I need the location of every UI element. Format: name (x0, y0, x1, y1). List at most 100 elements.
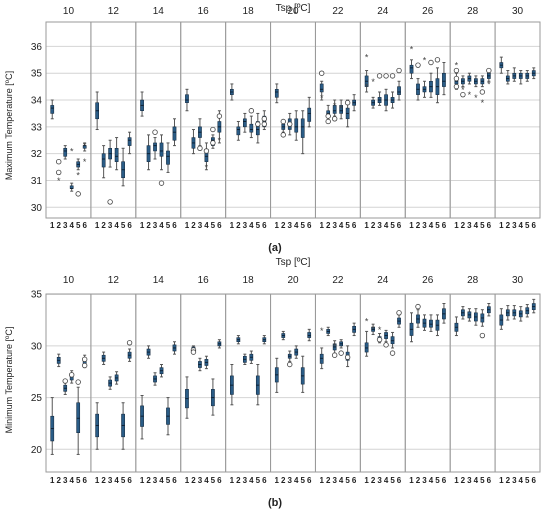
x-tick-label: 2 (57, 476, 62, 485)
box-4 (204, 355, 209, 370)
x-tick-label: 1 (185, 476, 190, 485)
facet-header: 28 (467, 275, 479, 286)
panel-b-min-temperature: Tsp [ºC]Minimum Temperature [ºC]20253035… (4, 257, 541, 485)
outlier-circle (396, 310, 402, 316)
x-tick-label: 5 (390, 476, 395, 485)
box-body (390, 336, 395, 345)
box-3 (512, 305, 517, 320)
box-2 (461, 306, 465, 320)
x-tick-label: 6 (307, 476, 312, 485)
box-2 (416, 309, 420, 328)
box-4 (249, 115, 254, 139)
x-tick-label: 5 (435, 476, 440, 485)
facet-12: 121 2 3 4 5 6 (90, 6, 137, 230)
x-tick-label: 2 (57, 221, 62, 230)
x-tick-label: 6 (262, 476, 267, 485)
panel-a-max-temperature: Tsp [ºC]Maximum Temperature [ºC]30313233… (4, 3, 541, 230)
x-tick-label: 1 (140, 221, 145, 230)
box-1 (185, 376, 189, 419)
box-2 (236, 335, 241, 345)
x-tick-label: 6 (127, 476, 132, 485)
box-6 (172, 118, 177, 147)
box-body (274, 89, 279, 98)
box-2 (146, 345, 151, 359)
box-body (319, 83, 324, 93)
facet-10: 10 1 2 3 4 5 6 (45, 275, 92, 485)
facet-header: 22 (332, 275, 344, 286)
box-5 (121, 402, 125, 450)
x-tick-label: 1 (499, 476, 504, 485)
box-6 (217, 339, 222, 349)
x-tick-label: 4 (249, 221, 254, 230)
outlier-extreme-star: * (378, 325, 382, 335)
box-5 (435, 67, 440, 104)
box-5 (76, 158, 81, 171)
facet-16: 16 1 2 3 4 5 6 (180, 275, 227, 485)
outlier-extreme-star: * (371, 77, 375, 87)
x-tick-label: 5 (76, 476, 81, 485)
x-tick-label: 4 (159, 476, 164, 485)
outlier-circle (389, 73, 396, 79)
y-tick-label: 33 (31, 122, 43, 133)
outlier-circle (75, 379, 81, 385)
outlier-extreme-star: * (474, 93, 478, 103)
facet-frame (45, 21, 92, 219)
facet-frame (135, 293, 182, 473)
box-3 (198, 118, 202, 147)
x-tick-label: 1 (499, 221, 504, 230)
outlier-extreme-star: * (410, 45, 414, 55)
x-tick-label: 2 (416, 476, 421, 485)
x-tick-label: 3 (288, 221, 293, 230)
x-tick-label: 6 (532, 221, 537, 230)
box-5 (390, 331, 395, 349)
box-4 (339, 339, 344, 349)
x-tick-label: 5 (480, 221, 485, 230)
box-1 (319, 80, 324, 101)
box-5 (76, 386, 81, 455)
outlier-extreme-star: * (468, 90, 472, 100)
outlier-circle (216, 113, 223, 119)
facet-header: 12 (108, 6, 120, 17)
outlier-circle (415, 62, 421, 68)
x-tick-label: 4 (384, 221, 389, 230)
box-5 (480, 75, 485, 88)
facet-header: 30 (512, 6, 524, 17)
box-4 (294, 345, 299, 359)
x-tick-label: 6 (487, 221, 492, 230)
x-tick-label: 2 (326, 476, 331, 485)
box-4 (474, 308, 478, 326)
x-tick-label: 4 (249, 476, 254, 485)
tsp-title: Tsp [ºC] (276, 3, 311, 14)
facet-header: 22 (332, 6, 344, 17)
outlier-extreme-star: * (57, 176, 61, 186)
outlier-circle (152, 129, 158, 135)
outlier-circle (453, 75, 460, 82)
facet-14: 14 1 2 3 4 5 6 (135, 6, 182, 230)
facet-26: 26 1 2 3 4 5 6 * * (404, 6, 451, 230)
box-body (294, 118, 299, 133)
x-tick-label: 5 (166, 476, 171, 485)
x-tick-label: 2 (101, 476, 106, 485)
x-tick-label: 5 (435, 221, 440, 230)
facet-frame (359, 21, 406, 219)
x-tick-label: 5 (166, 221, 171, 230)
x-tick-label: 5 (211, 221, 216, 230)
outlier-extreme-star: * (333, 101, 337, 111)
x-tick-label: 1 (454, 221, 459, 230)
box-4 (518, 70, 523, 85)
box-3 (422, 80, 427, 98)
outlier-circle (197, 145, 203, 151)
x-tick-label: 5 (345, 221, 350, 230)
x-tick-label: 3 (422, 476, 427, 485)
box-1 (499, 56, 504, 74)
outlier-extreme-star: * (487, 79, 491, 89)
facet-header: 18 (243, 6, 255, 17)
outlier-circle (287, 121, 293, 127)
box-6 (262, 335, 267, 345)
x-tick-label: 3 (377, 221, 382, 230)
box-3 (467, 308, 472, 322)
facet-header: 20 (287, 275, 299, 286)
x-tick-label: 6 (262, 221, 267, 230)
x-tick-label: 1 (364, 476, 369, 485)
